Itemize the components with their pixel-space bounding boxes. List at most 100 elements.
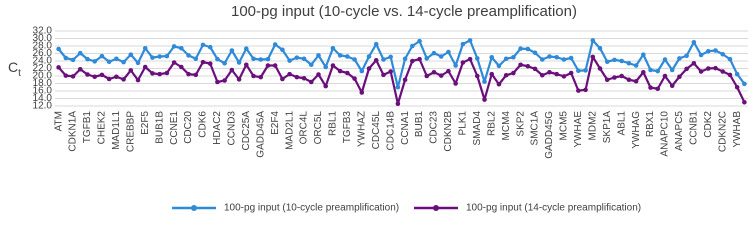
data-point (474, 56, 480, 61)
x-tick-label: CDC20 (183, 111, 194, 144)
data-point (698, 69, 704, 74)
data-point (532, 50, 538, 56)
data-point (294, 74, 300, 80)
data-point (532, 66, 538, 72)
data-point (294, 55, 300, 60)
data-point (648, 67, 653, 73)
data-point (453, 81, 458, 86)
data-point (727, 56, 733, 62)
data-point (518, 46, 523, 51)
data-point (525, 46, 531, 52)
data-point (330, 63, 336, 68)
data-point (251, 73, 256, 79)
data-point (633, 78, 639, 84)
data-point (388, 54, 393, 60)
data-point (626, 60, 632, 66)
data-point (554, 71, 560, 77)
data-point (207, 61, 213, 66)
data-point (258, 57, 264, 62)
data-point (308, 62, 314, 68)
data-point (70, 57, 76, 63)
data-point (648, 85, 653, 90)
chart: 100-pg input (10-cycle vs. 14-cycle prea… (8, 3, 748, 214)
data-point (92, 59, 98, 64)
data-point (576, 88, 581, 93)
x-tick-label: MAD2L1 (284, 111, 295, 150)
data-point (446, 49, 451, 55)
data-point (193, 72, 199, 78)
data-point (720, 69, 726, 74)
data-point (641, 52, 646, 57)
y-axis-label: Ct (8, 59, 21, 79)
data-point (287, 58, 292, 63)
legend-label: 100-pg input (14-cycle preamplification) (466, 203, 641, 214)
x-tick-label: RBL2 (486, 111, 497, 136)
data-point (561, 57, 567, 62)
data-point (193, 56, 199, 62)
data-point (474, 73, 480, 79)
x-tick-label: CDC45L (371, 111, 382, 150)
x-tick-label: ATM (53, 111, 64, 131)
data-point (150, 55, 155, 60)
x-tick-label: ORC5L (313, 111, 324, 145)
data-point (424, 56, 430, 61)
x-tick-label: RBL1 (328, 111, 339, 136)
data-point (539, 72, 545, 78)
data-point (106, 59, 112, 65)
data-point (70, 74, 76, 79)
x-tick-label: ORC4L (299, 111, 310, 145)
data-point (114, 74, 119, 80)
data-point (446, 68, 451, 74)
data-point (229, 48, 235, 53)
data-point (742, 81, 747, 87)
x-tick-label: CREBBP (125, 111, 136, 152)
data-point (56, 46, 61, 52)
data-point (99, 72, 105, 78)
data-point (114, 56, 119, 62)
x-tick-label: CDKN1A (68, 111, 79, 152)
y-tick-label: 14.0 (33, 93, 53, 104)
data-point (280, 76, 285, 82)
x-tick-label: CHEK2 (97, 111, 108, 145)
data-point (258, 74, 264, 80)
y-tick-label: 18.0 (33, 78, 53, 89)
data-point (359, 90, 365, 95)
data-point (691, 39, 697, 45)
data-point (547, 54, 552, 59)
data-point (186, 53, 191, 58)
legend-marker (191, 205, 197, 211)
data-point (583, 87, 588, 93)
data-point (128, 68, 134, 73)
data-point (641, 69, 646, 75)
y-tick-label: 24.0 (33, 56, 53, 67)
x-tick-label: TGFB3 (342, 111, 353, 144)
data-point (438, 54, 444, 59)
data-point (691, 60, 697, 66)
x-tick-label: MDM2 (587, 111, 598, 141)
data-point (135, 60, 141, 66)
data-point (186, 71, 191, 77)
data-point (655, 68, 661, 74)
x-tick-label: MAD1L1 (111, 111, 122, 150)
data-point (669, 83, 675, 89)
data-point (410, 58, 415, 64)
data-point (215, 79, 220, 85)
data-point (106, 76, 112, 82)
x-tick-label: ABL1 (616, 111, 627, 136)
x-tick-label: CDC14B (385, 111, 396, 151)
data-point (684, 53, 689, 59)
data-point (272, 63, 278, 68)
data-point (301, 75, 307, 81)
x-tick-label: CDC23 (429, 111, 440, 144)
data-point (460, 41, 466, 47)
x-tick-label: E2F4 (270, 111, 281, 135)
data-point (85, 72, 90, 77)
data-point (316, 72, 321, 77)
data-point (662, 57, 668, 62)
data-point (330, 45, 336, 51)
data-point (619, 73, 624, 79)
data-point (669, 67, 675, 73)
data-point (77, 50, 83, 56)
data-point (626, 77, 632, 83)
x-tick-label: BUB1B (154, 111, 165, 144)
